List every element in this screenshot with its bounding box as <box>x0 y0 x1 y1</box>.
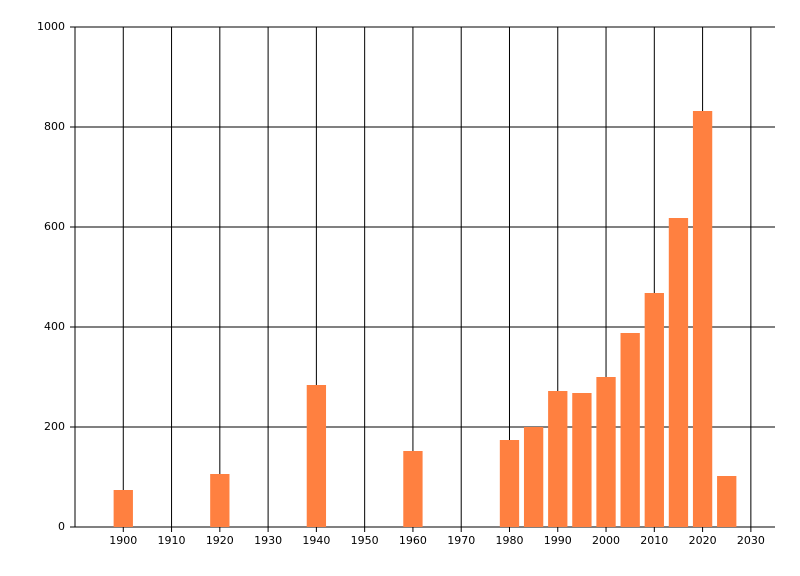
x-tick-label: 1950 <box>351 534 379 547</box>
x-tick-label: 2010 <box>640 534 668 547</box>
y-tick-label: 0 <box>58 520 65 533</box>
x-tick-label: 1900 <box>109 534 137 547</box>
bar <box>717 476 737 527</box>
x-tick-label: 2000 <box>592 534 620 547</box>
x-tick-label: 2030 <box>737 534 765 547</box>
x-tick-label: 1990 <box>544 534 572 547</box>
x-tick-label: 1910 <box>158 534 186 547</box>
bar <box>523 427 544 527</box>
x-tick-label: 1960 <box>399 534 427 547</box>
x-tick-label: 1980 <box>495 534 523 547</box>
bar <box>644 293 664 527</box>
bar <box>692 111 713 527</box>
y-tick-label: 1000 <box>37 20 65 33</box>
y-tick-label: 600 <box>44 220 65 233</box>
x-tick-label: 2020 <box>689 534 717 547</box>
bar <box>572 393 592 527</box>
x-tick-label: 1970 <box>447 534 475 547</box>
y-tick-label: 400 <box>44 320 65 333</box>
bar <box>668 218 689 527</box>
y-tick-label: 800 <box>44 120 65 133</box>
bar <box>210 474 230 527</box>
y-tick-label: 200 <box>44 420 65 433</box>
x-tick-label: 1930 <box>254 534 282 547</box>
bar <box>548 391 568 527</box>
bar <box>620 333 640 527</box>
x-tick-label: 1940 <box>302 534 330 547</box>
bar <box>403 451 423 527</box>
bar <box>596 377 616 527</box>
bar <box>499 440 520 527</box>
bar <box>306 385 327 527</box>
bar <box>113 490 133 527</box>
x-tick-label: 1920 <box>206 534 234 547</box>
